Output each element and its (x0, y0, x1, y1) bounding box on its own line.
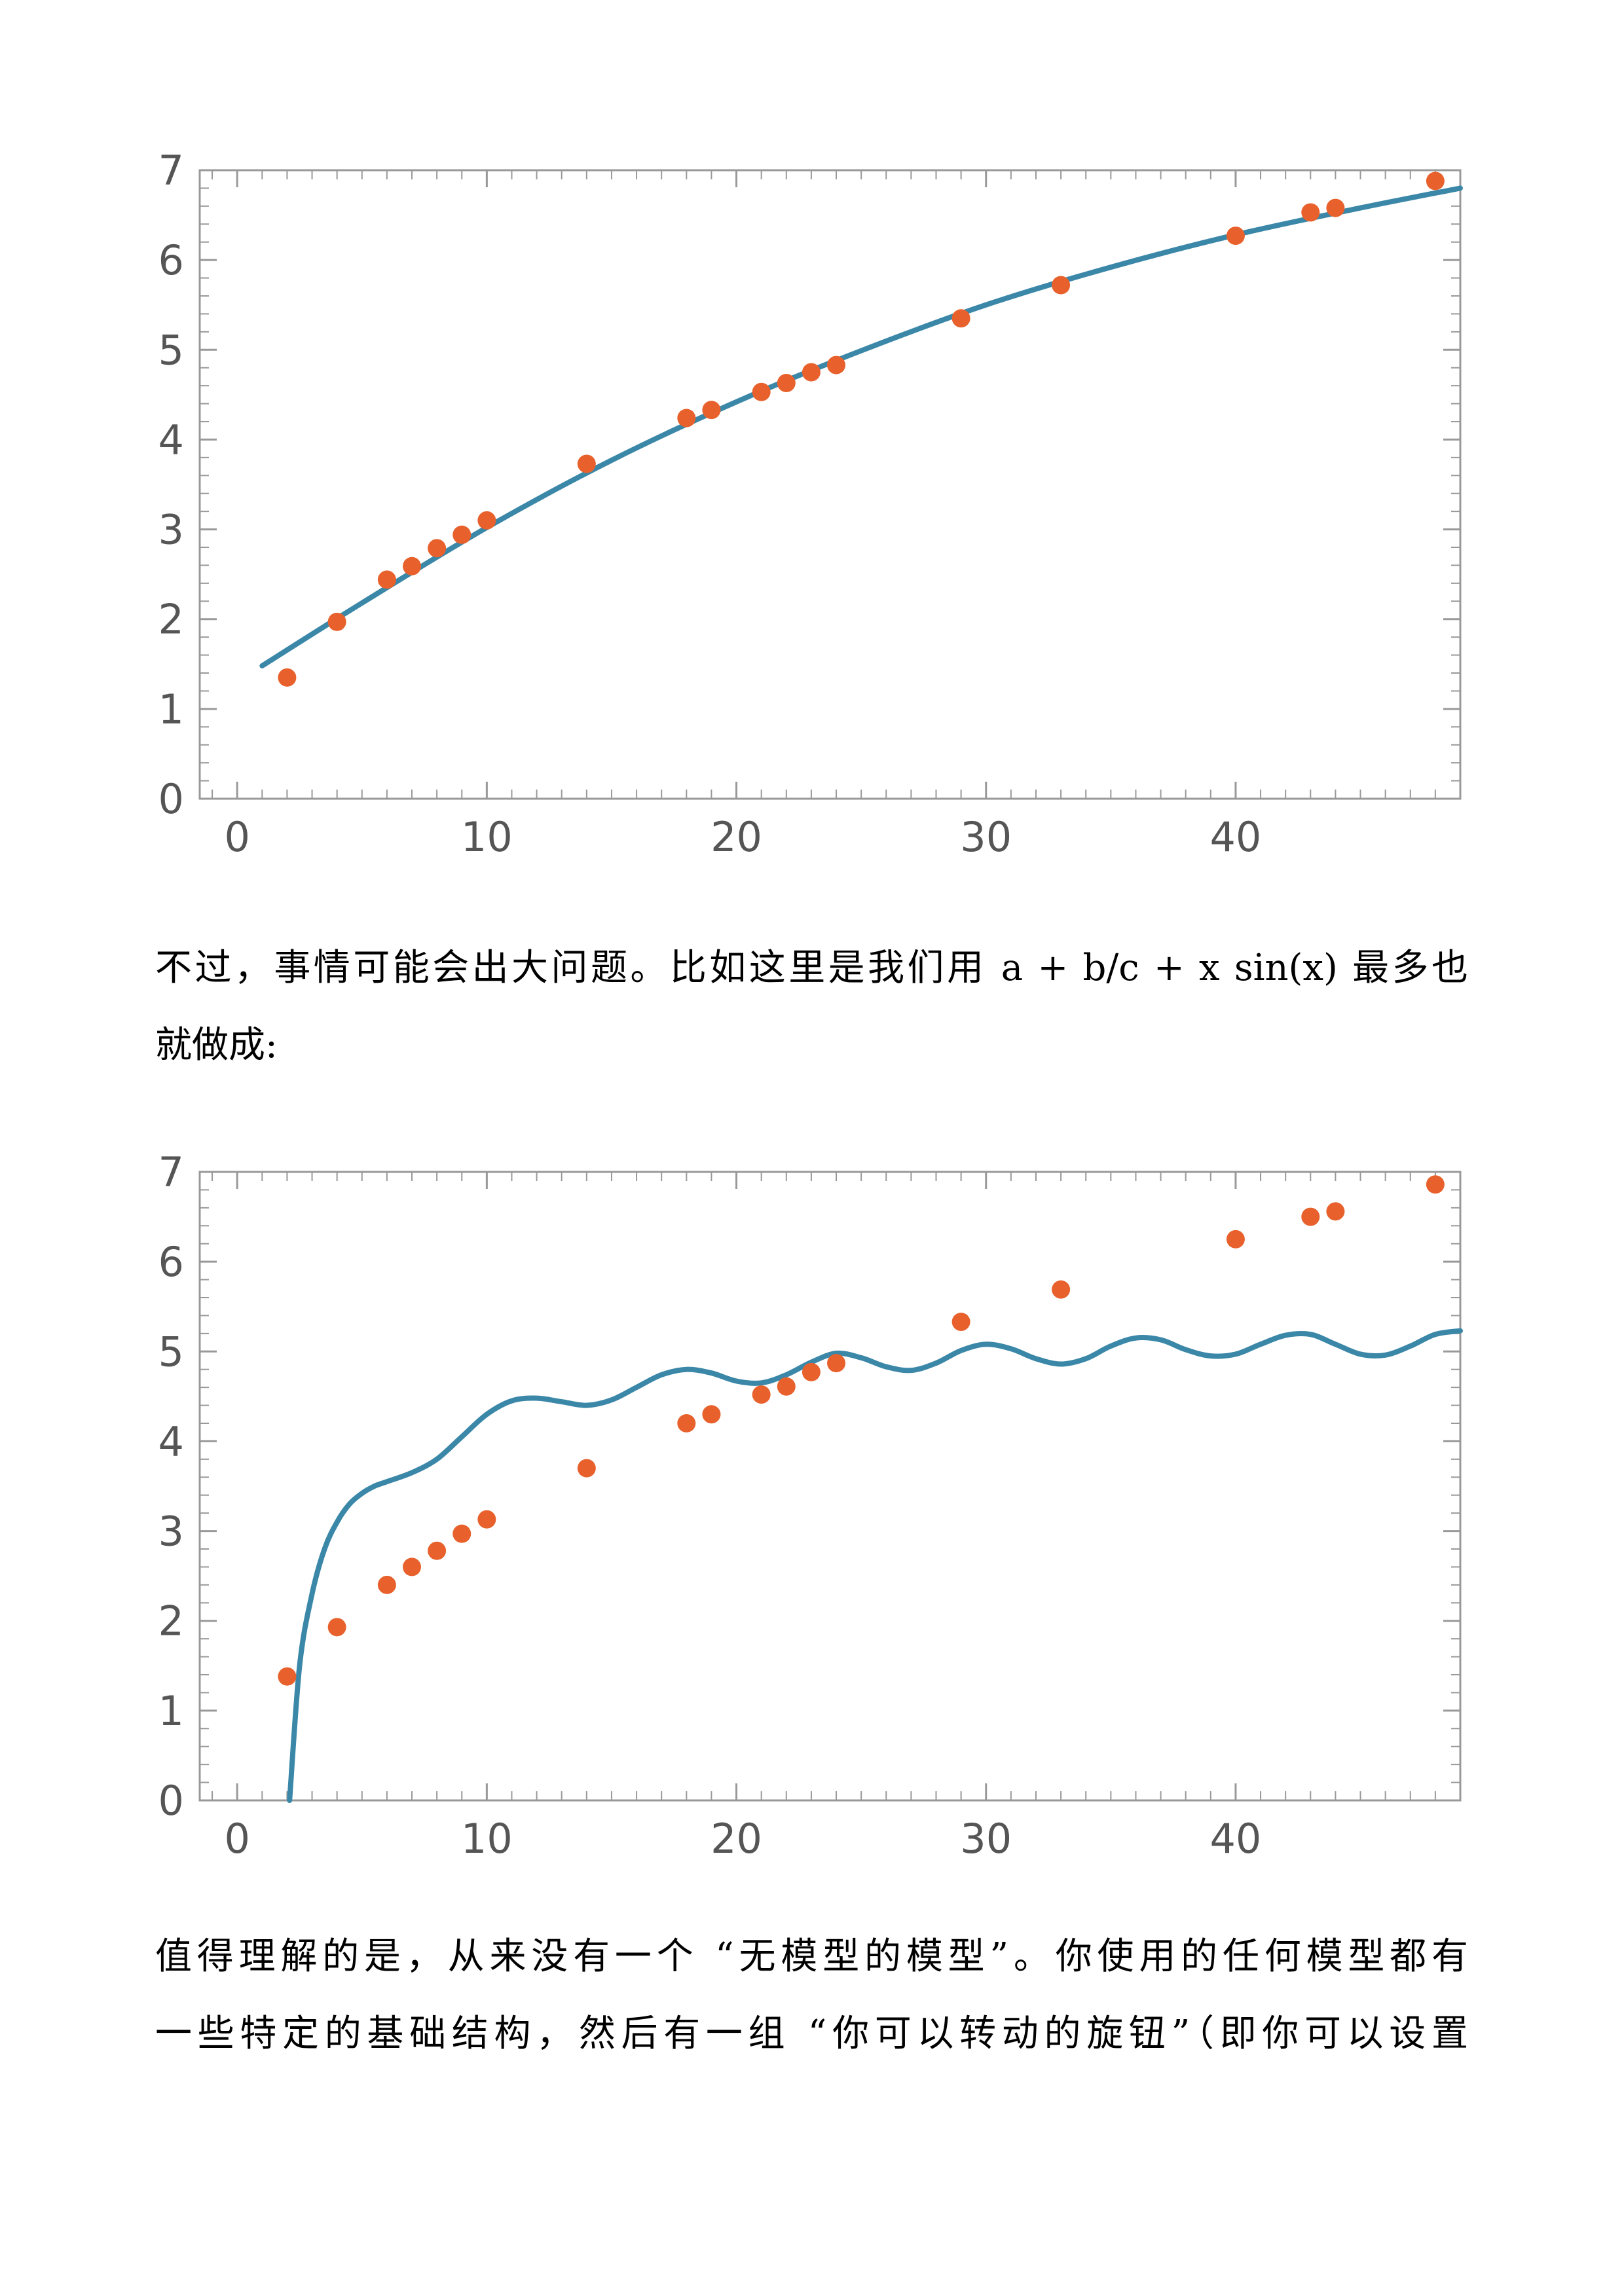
data-point (1226, 1230, 1245, 1248)
data-point (1301, 203, 1320, 222)
data-point (403, 556, 422, 575)
data-point (327, 612, 346, 631)
x-tick-label: 30 (960, 1815, 1012, 1863)
y-tick-label: 2 (158, 596, 184, 644)
data-point (327, 1618, 346, 1637)
x-tick-label: 0 (224, 1815, 249, 1863)
data-point (802, 1362, 821, 1381)
y-tick-label: 7 (158, 147, 184, 194)
fit-curve (287, 1328, 1463, 1803)
data-point (951, 309, 970, 328)
y-tick-label: 0 (158, 1777, 184, 1825)
data-point (827, 355, 846, 374)
data-point (677, 409, 696, 428)
data-point (677, 1414, 696, 1432)
y-tick-label: 1 (158, 685, 184, 733)
paragraph-2-line-1: 值得理解的是，从来没有一个 “无模型的模型”。你使用的任何模型都有 (155, 1935, 1468, 1978)
data-point (1052, 276, 1071, 295)
y-tick-label: 7 (158, 1148, 184, 1196)
data-point (777, 374, 796, 393)
data-point (577, 454, 596, 473)
data-point (1426, 1175, 1445, 1194)
data-point (702, 1405, 721, 1424)
x-tick-label: 40 (1209, 1815, 1261, 1863)
scatter-plot-2: 0 10 20 30 40 0 1 2 3 4 5 6 7 (158, 1148, 1463, 1863)
y-tick-label: 4 (158, 1417, 184, 1465)
x-tick-label: 10 (461, 813, 513, 861)
data-point (752, 382, 771, 401)
data-point (827, 1354, 846, 1373)
data-point (1301, 1207, 1320, 1226)
data-point (403, 1558, 422, 1576)
data-point (802, 363, 821, 382)
paragraph-1: 不过，事情可能会出大问题。比如这里是我们用 a + b/c + x sin(x)… (155, 930, 1468, 1084)
paragraph-2: 值得理解的是，从来没有一个 “无模型的模型”。你使用的任何模型都有 一些特定的基… (155, 1918, 1468, 2073)
y-tick-label: 2 (158, 1597, 184, 1645)
y-tick-label: 5 (158, 1328, 184, 1376)
data-point (477, 511, 496, 530)
y-tick-label: 4 (158, 416, 184, 464)
plot-frame (198, 1171, 1462, 1802)
x-tick-label: 30 (960, 813, 1012, 861)
data-point (452, 525, 471, 544)
data-point (752, 1385, 771, 1404)
y-tick-label: 5 (158, 326, 184, 374)
y-tick-label: 6 (158, 1238, 184, 1286)
data-point (1226, 227, 1245, 246)
data-point (1426, 172, 1445, 191)
x-tick-label: 0 (224, 813, 249, 861)
data-point (777, 1377, 796, 1396)
data-point (377, 1575, 396, 1594)
plot-frame (198, 169, 1462, 800)
y-tick-label: 1 (158, 1687, 184, 1735)
data-point (951, 1313, 970, 1332)
y-tick-label: 3 (158, 506, 184, 554)
paragraph-2-line-2: 一些特定的基础结构，然后有一组 “你可以转动的旋钮”（即你可以设置 (155, 2013, 1468, 2055)
x-tick-label: 40 (1209, 813, 1261, 861)
data-point (278, 668, 297, 687)
x-tick-label: 10 (461, 1815, 513, 1863)
data-point (377, 570, 396, 589)
data-point (452, 1524, 471, 1543)
y-tick-label: 6 (158, 236, 184, 284)
data-point (428, 539, 447, 558)
scatter-plot-1: 0 10 20 30 40 0 1 2 3 4 5 6 7 (158, 147, 1463, 861)
data-point (477, 1510, 496, 1529)
fit-curve (259, 185, 1463, 668)
x-tick-label: 20 (710, 1815, 762, 1863)
data-point (278, 1667, 297, 1686)
data-point (702, 401, 721, 420)
x-tick-label: 20 (710, 813, 762, 861)
data-point (1326, 198, 1345, 217)
data-point (1052, 1280, 1071, 1299)
y-tick-label: 3 (158, 1508, 184, 1556)
y-tick-label: 0 (158, 775, 184, 823)
paragraph-1-line-2: 就做成: (155, 1024, 278, 1066)
data-point (428, 1541, 447, 1560)
data-point (577, 1459, 596, 1478)
paragraph-1-line-1: 不过，事情可能会出大问题。比如这里是我们用 a + b/c + x sin(x)… (155, 947, 1468, 989)
data-point (1326, 1202, 1345, 1221)
